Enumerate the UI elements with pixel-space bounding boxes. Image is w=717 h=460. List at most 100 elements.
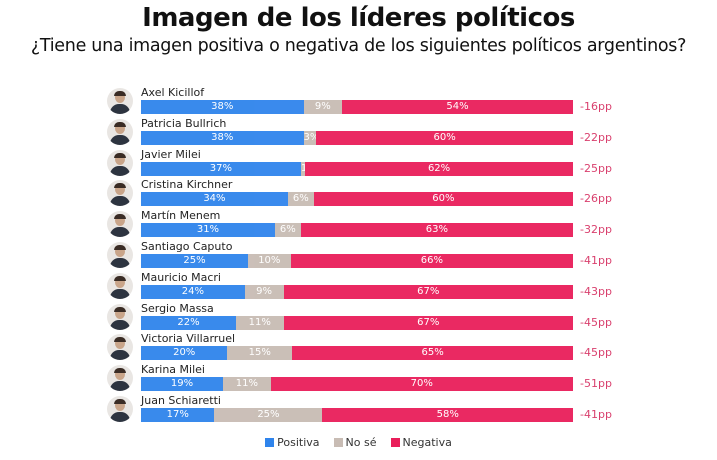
avatar	[107, 365, 133, 392]
legend-swatch-positiva	[265, 438, 275, 447]
avatar	[107, 118, 133, 145]
politician-name: Javier Milei	[141, 147, 201, 161]
stacked-bar: 22% 11% 67%	[141, 315, 573, 330]
bar-segment-no-se: 25%	[214, 408, 323, 422]
avatar	[107, 149, 133, 176]
bar-segment-no-se: 6%	[274, 223, 301, 238]
chart-row: Karina Milei 19% 11% 70% -51pp	[0, 363, 717, 393]
bar-segment-no-se: 11%	[223, 377, 271, 392]
stacked-bar: 25% 10% 66%	[141, 254, 573, 268]
bar-segment-positiva: 38%	[141, 130, 304, 145]
net-label: -16pp	[580, 100, 612, 113]
politician-name: Axel Kicillof	[141, 86, 205, 99]
bar-segment-positiva: 25%	[141, 254, 248, 268]
bar-segment-negativa: 60%	[313, 192, 573, 207]
chart-row: Martín Menem 31% 6% 63% -32pp	[0, 209, 717, 239]
chart-row: Javier Milei 37%1%62% -25pp	[0, 148, 717, 178]
avatar	[107, 180, 133, 207]
avatar	[107, 334, 133, 361]
stacked-bar: 38%3%60%	[141, 130, 573, 145]
bar-segment-positiva: 20%	[141, 346, 228, 361]
bar-segment-negativa: 67%	[283, 284, 573, 299]
politician-name: Santiago Caputo	[141, 240, 233, 253]
net-label: -25pp	[580, 161, 612, 175]
politician-name: Cristina Kirchner	[141, 178, 233, 192]
net-label: -51pp	[580, 377, 612, 391]
stacked-bar: 37%1%62%	[141, 161, 573, 176]
bar-segment-negativa: 66%	[290, 254, 573, 268]
net-label: -32pp	[580, 223, 612, 237]
avatar	[107, 272, 133, 299]
politician-name: Karina Milei	[141, 363, 205, 377]
legend-label: Negativa	[402, 436, 452, 449]
legend: Positiva No sé Negativa	[0, 436, 717, 449]
stacked-bar: 24% 9% 67%	[141, 284, 573, 299]
bar-segment-positiva: 22%	[141, 315, 237, 330]
net-label: -41pp	[580, 254, 612, 267]
bar-segment-negativa: 54%	[342, 100, 573, 114]
legend-item-no-se: No sé	[333, 436, 377, 449]
net-label: -45pp	[580, 315, 612, 329]
bar-segment-no-se: 9%	[244, 284, 284, 299]
politician-name: Patricia Bullrich	[141, 116, 227, 130]
bar-segment-negativa: 67%	[283, 315, 573, 330]
chart-row: Axel Kicillof 38% 9% 54% -16pp	[0, 86, 717, 116]
politician-name: Mauricio Macri	[141, 270, 221, 284]
bar-segment-no-se: 11%	[236, 315, 284, 330]
chart-row: Victoria Villarruel 20% 15% 65% -45pp	[0, 332, 717, 362]
bar-segment-negativa: 65%	[292, 346, 573, 361]
chart-row: Santiago Caputo 25% 10% 66% -41pp	[0, 240, 717, 270]
avatar	[107, 88, 133, 114]
chart-title: Imagen de los líderes políticos	[142, 3, 575, 33]
bar-segment-negativa: 70%	[270, 377, 573, 392]
bar-segment-negativa: 63%	[300, 223, 573, 238]
chart-row: Cristina Kirchner 34% 6% 60% -26pp	[0, 178, 717, 208]
stacked-bar: 31% 6% 63%	[141, 223, 573, 238]
avatar	[107, 242, 133, 268]
chart-row: Patricia Bullrich 38%3%60% -22pp	[0, 117, 717, 147]
bar-segment-negativa: 60%	[316, 130, 573, 145]
avatar	[107, 303, 133, 330]
bar-segment-no-se: 10%	[247, 254, 291, 268]
bar-segment-positiva: 19%	[141, 377, 224, 392]
stacked-bar: 19% 11% 70%	[141, 377, 573, 392]
legend-swatch-no-se	[333, 438, 343, 447]
legend-item-negativa: Negativa	[390, 436, 452, 449]
legend-item-positiva: Positiva	[265, 436, 320, 449]
chart-row: Sergio Massa 22% 11% 67% -45pp	[0, 302, 717, 332]
legend-label: No sé	[345, 436, 377, 449]
bar-segment-negativa: 58%	[322, 408, 573, 422]
chart-row: Mauricio Macri 24% 9% 67% -43pp	[0, 271, 717, 301]
politician-name: Juan Schiaretti	[141, 394, 221, 407]
bar-segment-no-se: 15%	[227, 346, 293, 361]
chart-subtitle: ¿Tiene una imagen positiva o negativa de…	[30, 36, 687, 56]
stacked-bar: 17% 25% 58%	[141, 408, 573, 422]
bar-segment-no-se: 6%	[287, 192, 314, 207]
chart-row: Juan Schiaretti 17% 25% 58% -41pp	[0, 394, 717, 424]
avatar	[107, 211, 133, 238]
bar-segment-positiva: 31%	[141, 223, 275, 238]
net-label: -43pp	[580, 284, 612, 298]
net-label: -41pp	[580, 408, 612, 421]
bar-segment-positiva: 17%	[141, 408, 215, 422]
bar-segment-no-se: 9%	[303, 100, 343, 114]
bar-segment-no-se: 1%	[300, 161, 306, 176]
politician-name: Victoria Villarruel	[141, 332, 236, 346]
bar-segment-negativa: 62%	[305, 161, 573, 176]
legend-swatch-negativa	[390, 438, 400, 447]
avatar	[107, 396, 133, 422]
net-label: -22pp	[580, 130, 612, 144]
legend-label: Positiva	[277, 436, 320, 449]
politician-name: Sergio Massa	[141, 301, 214, 315]
bar-segment-positiva: 24%	[141, 284, 245, 299]
stacked-bar: 38% 9% 54%	[141, 100, 573, 114]
bar-segment-positiva: 37%	[141, 161, 301, 176]
net-label: -26pp	[580, 192, 612, 206]
stacked-bar: 34% 6% 60%	[141, 192, 573, 207]
bar-segment-positiva: 38%	[141, 100, 304, 114]
bar-segment-no-se: 3%	[303, 130, 317, 145]
politician-name: Martín Menem	[141, 209, 221, 223]
bar-segment-positiva: 34%	[141, 192, 288, 207]
stacked-bar: 20% 15% 65%	[141, 346, 573, 361]
net-label: -45pp	[580, 346, 612, 360]
